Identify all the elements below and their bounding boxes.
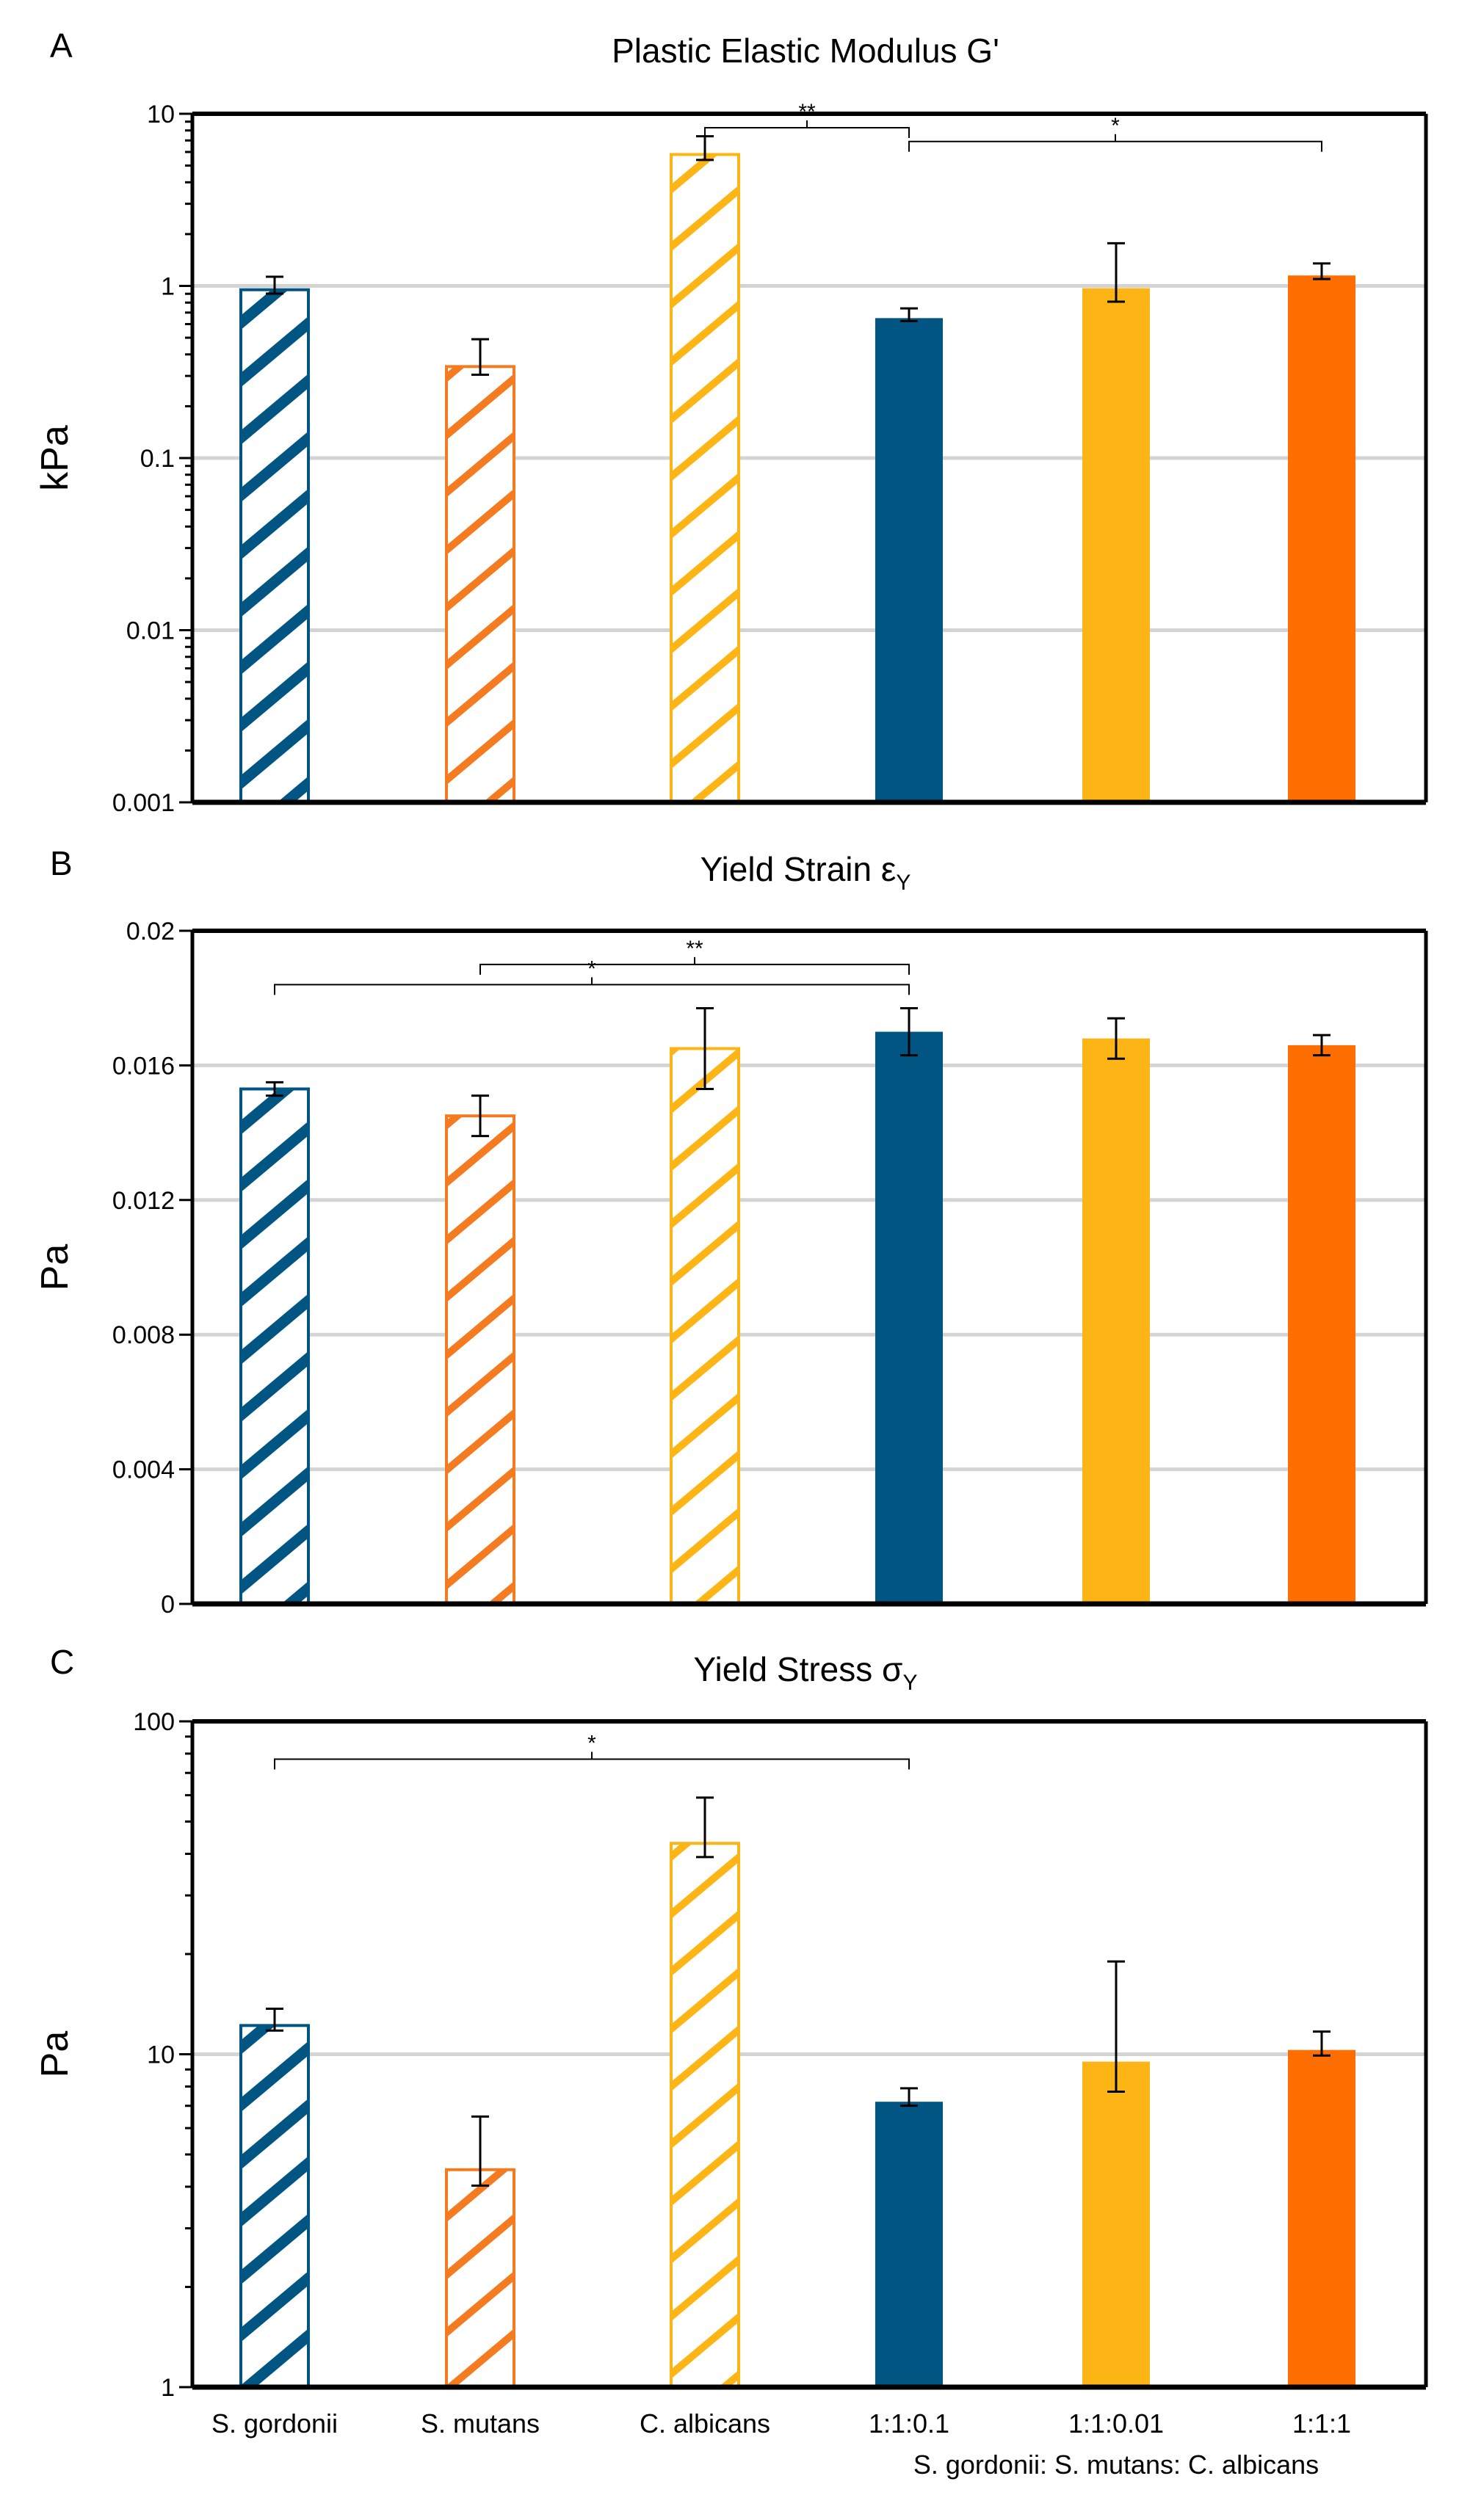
significance-label: ** xyxy=(686,937,703,961)
bracket-line xyxy=(704,126,910,138)
significance-label: * xyxy=(587,1731,596,1755)
y-tick-label: 0 xyxy=(161,1591,175,1619)
y-axis-label: Pa xyxy=(34,1244,76,1291)
y-tick-label: 0.02 xyxy=(126,918,175,945)
bar-4 xyxy=(875,1031,943,1604)
bar-2 xyxy=(445,2168,515,2389)
chart-title-text: Yield Stress σ xyxy=(694,1650,903,1688)
bar-4 xyxy=(875,318,943,802)
bar-3 xyxy=(670,153,740,804)
chart-title: Plastic Elastic Modulus G' xyxy=(612,32,999,70)
y-tick-label: 10 xyxy=(147,101,175,128)
chart-panel-b: B Yield Strain εY 0 0.004 0.008 0.012 0.016 0.0… xyxy=(34,844,1428,1619)
chart-panel-a: A Plastic Elastic Modulus G' 0.001 0.01 0.1 1… xyxy=(34,26,1428,817)
chart-title: Yield Stress σY xyxy=(694,1650,918,1695)
panel-letter: C xyxy=(50,1643,74,1681)
bar-3 xyxy=(670,1047,740,1605)
y-tick-label: 0.008 xyxy=(112,1321,175,1349)
chart-title-text: Yield Strain ε xyxy=(700,850,897,888)
significance-bracket: * xyxy=(274,1731,910,1770)
significance-bracket: ** xyxy=(704,100,910,138)
bar-4 xyxy=(875,2102,943,2387)
chart-title-text: Plastic Elastic Modulus G' xyxy=(612,32,999,70)
bracket-line xyxy=(908,140,1322,152)
y-tick-label: 1 xyxy=(161,2374,175,2402)
bar-2 xyxy=(445,1114,515,1606)
chart-title-subscript: Y xyxy=(896,871,910,895)
bracket-line xyxy=(274,984,910,995)
y-tick-label: 0.001 xyxy=(112,789,175,817)
chart-title: Yield Strain εY xyxy=(700,850,911,895)
x-tick-label: 1:1:1 xyxy=(1292,2408,1351,2439)
significance-label: * xyxy=(587,956,596,981)
bar-5 xyxy=(1082,288,1150,802)
bar-1 xyxy=(239,288,310,804)
y-axis-label: Pa xyxy=(34,2031,76,2078)
bar-1 xyxy=(239,2024,310,2389)
significance-bracket: * xyxy=(274,956,910,995)
bar-2 xyxy=(445,365,515,805)
x-tick-label: 1:1:0.1 xyxy=(869,2408,949,2439)
y-tick-label: 100 xyxy=(133,1708,175,1736)
significance-label: * xyxy=(1111,114,1120,138)
chart-title-subscript: Y xyxy=(902,1671,917,1695)
bar-1 xyxy=(239,1087,310,1605)
y-tick-label: 0.01 xyxy=(126,617,175,645)
x-tick-label: C. albicans xyxy=(640,2408,770,2439)
y-tick-label: 0.012 xyxy=(112,1187,175,1215)
bar-5 xyxy=(1082,1038,1150,1604)
x-tick-label: S. gordonii xyxy=(211,2408,338,2439)
bar-6 xyxy=(1288,2049,1355,2387)
y-tick-label: 1 xyxy=(161,273,175,301)
bar-6 xyxy=(1288,275,1355,802)
x-tick-label: S. mutans xyxy=(421,2408,540,2439)
y-tick-label: 10 xyxy=(147,2041,175,2069)
significance-bracket: ** xyxy=(479,937,910,975)
x-tick-label: 1:1:0.01 xyxy=(1068,2408,1164,2439)
bracket-line xyxy=(479,963,910,975)
y-tick-label: 0.1 xyxy=(140,445,175,473)
y-tick-label: 0.004 xyxy=(112,1456,175,1484)
bracket-line xyxy=(274,1758,910,1770)
chart-panel-c: C Yield Stress σY 1 10 100 Pa * S. gordonii S. m… xyxy=(34,1643,1428,2480)
panel-letter: A xyxy=(50,26,73,65)
bar-5 xyxy=(1082,2061,1150,2387)
y-tick-label: 0.016 xyxy=(112,1052,175,1080)
x-axis-sublabel: S. gordonii: S. mutans: C. albicans xyxy=(913,2450,1319,2480)
bar-3 xyxy=(670,1842,740,2389)
significance-bracket: * xyxy=(908,114,1322,152)
bar-6 xyxy=(1288,1045,1355,1604)
panel-letter: B xyxy=(50,844,73,882)
y-axis-label: kPa xyxy=(34,425,76,491)
